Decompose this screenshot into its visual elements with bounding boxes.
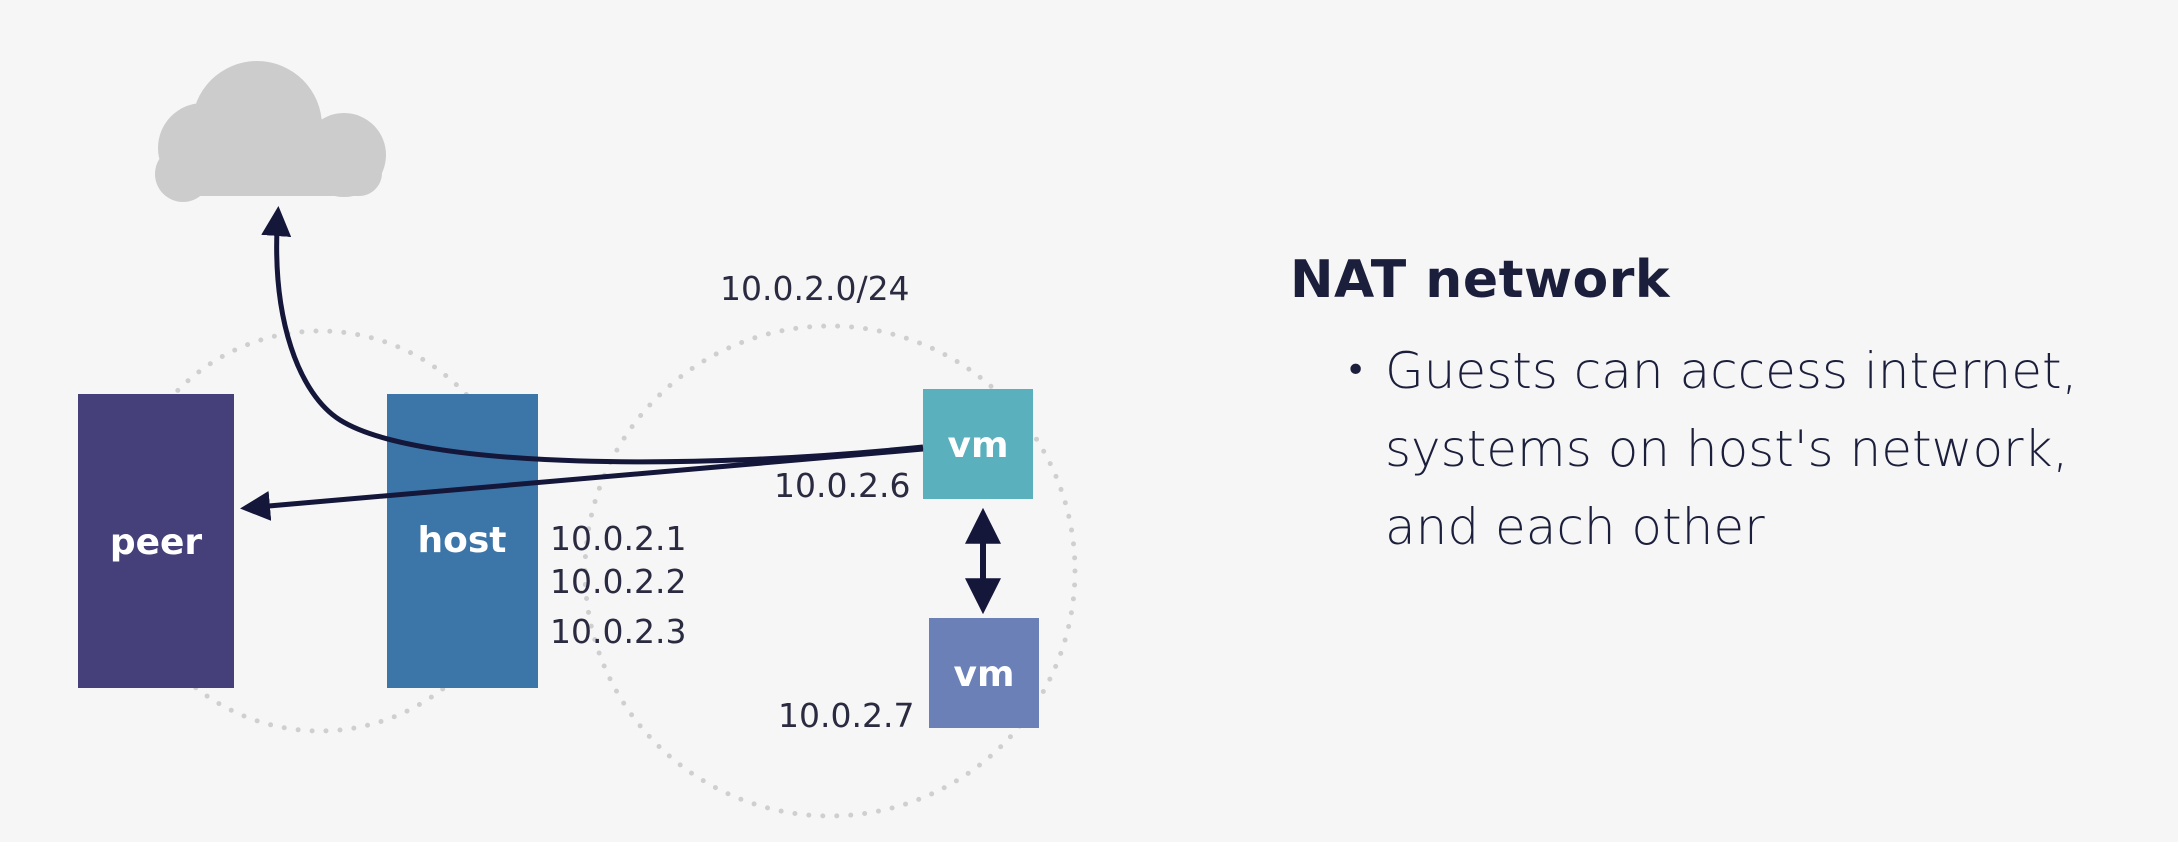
vm-label-1: vm [948,425,1009,466]
host-ip-label-3: 10.0.2.3 [550,612,686,651]
peer-box [78,394,234,688]
subnet-label: 10.0.2.0/24 [720,269,910,308]
host-label: host [418,520,507,561]
info-panel: NAT network • Guests can access internet… [1290,250,2150,566]
vm-box-2 [929,618,1039,728]
host-ip-label-2: 10.0.2.2 [550,562,686,601]
peer-label: peer [110,522,203,563]
vm-label-2: vm [954,654,1015,695]
arrow-vm-to-internet [261,206,924,465]
vm2-ip-label: 10.0.2.7 [778,696,914,735]
bullet-dot-icon: • [1345,350,1367,391]
panel-title: NAT network [1290,250,1670,310]
vm1-ip-label: 10.0.2.6 [774,466,910,505]
bullet-item: • Guests can access internet, systems on… [1345,332,2150,566]
cloud-icon [155,61,386,202]
host-ip-label-1: 10.0.2.1 [550,519,686,558]
bullet-text: Guests can access internet, systems on h… [1385,342,2078,556]
bullet-list: • Guests can access internet, systems on… [1290,332,2150,566]
nat-network-circle [582,323,1078,819]
arrow-vm-to-peer [240,446,924,521]
vm-box-1 [923,389,1033,499]
